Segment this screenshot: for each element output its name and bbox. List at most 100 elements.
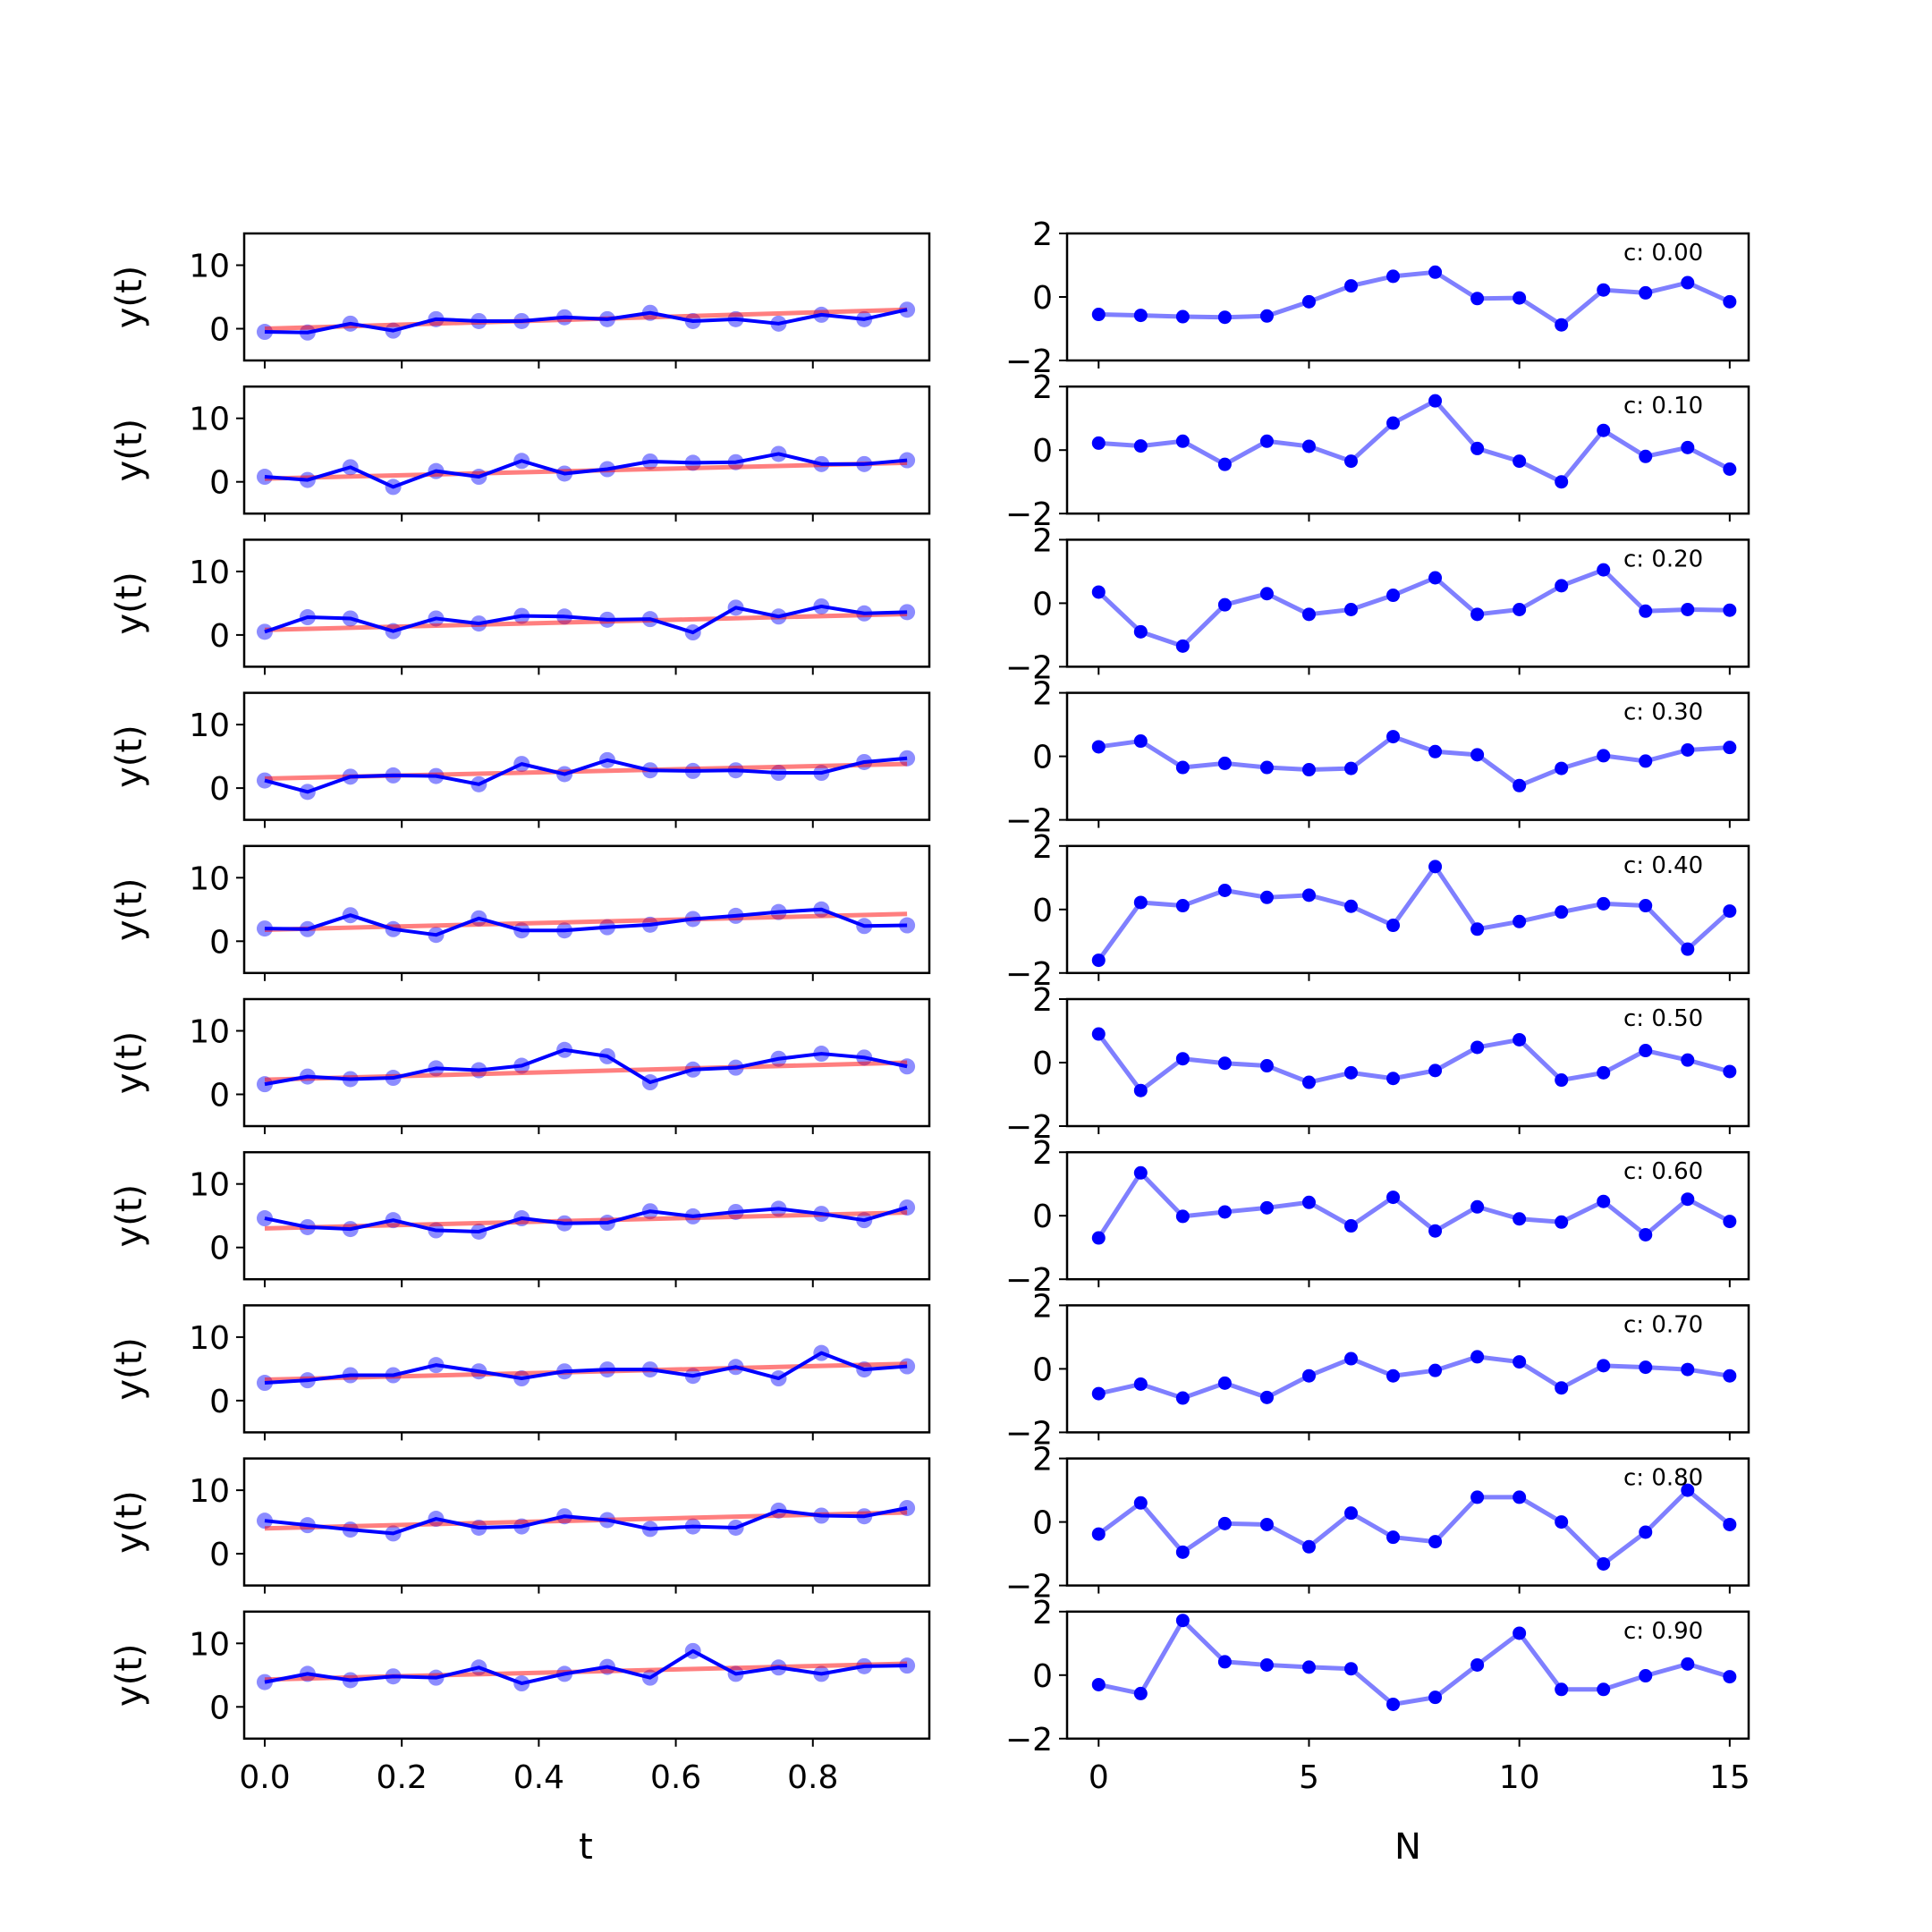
left-ytick-label: 0 — [209, 312, 230, 349]
right-series-point — [1723, 1517, 1737, 1531]
left-observed-line — [264, 1047, 908, 1087]
right-series-point — [1639, 1669, 1653, 1683]
right-series-point — [1681, 1483, 1695, 1497]
left-axes-frame — [242, 1304, 931, 1434]
right-series-point — [1301, 1195, 1316, 1209]
right-series-point — [1386, 416, 1401, 430]
right-ytick-label: 0 — [1032, 1505, 1053, 1542]
right-series-point — [1386, 1072, 1401, 1086]
right-series-point — [1091, 953, 1106, 968]
left-panel-9: 0 10 0.0 0.2 0.4 0.6 0.8 y(t) — [109, 1610, 931, 1796]
right-plot-area — [1067, 1458, 1749, 1586]
left-ytick-label: 0 — [209, 924, 230, 961]
right-series-point — [1597, 1682, 1611, 1697]
right-panel-5: −2 0 2 c: 0.50 — [1005, 982, 1750, 1146]
right-panel-c-label: c: 0.10 — [1623, 393, 1703, 419]
left-panel-0: 0 10 y(t) — [109, 232, 931, 369]
right-series-point — [1681, 743, 1695, 757]
right-series-point — [1091, 1386, 1106, 1401]
right-series-point — [1723, 603, 1737, 617]
right-series-line — [1097, 1618, 1731, 1707]
left-axes-frame — [242, 997, 931, 1128]
right-ytick-label: 2 — [1032, 829, 1053, 866]
left-ytick-label: 10 — [189, 1626, 230, 1663]
right-series-point — [1217, 597, 1232, 612]
right-series-point — [1386, 1530, 1401, 1545]
right-series-point — [1428, 1690, 1443, 1705]
right-panel-column: −2 0 2 c: 0.00 −2 0 2 c: 0.10 −2 0 2 c: 0.20 −2 0 2 c: … — [1005, 216, 1750, 1796]
left-ytick-label: 10 — [189, 249, 230, 285]
right-series-point — [1386, 1697, 1401, 1711]
right-panel-9: −2 0 2 0 5 10 15 c: 0.90 — [1005, 1595, 1750, 1796]
left-observed-line — [264, 308, 908, 335]
right-series-line — [1097, 1354, 1731, 1401]
right-ytick-label: −2 — [1005, 956, 1053, 993]
left-ytick-label: 10 — [189, 1320, 230, 1357]
right-series-point — [1133, 734, 1148, 749]
right-plot-area — [1067, 1611, 1749, 1739]
left-ylabel: y(t) — [109, 1184, 150, 1248]
right-series-point — [1723, 741, 1737, 755]
right-series-point — [1217, 1205, 1232, 1219]
right-series-point — [1470, 607, 1485, 622]
right-series-point — [1470, 1657, 1485, 1672]
left-axes-frame — [242, 844, 931, 975]
right-ytick-label: 0 — [1032, 1046, 1053, 1082]
right-ytick-label: −2 — [1005, 1722, 1053, 1758]
right-series-point — [1386, 1368, 1401, 1383]
right-ytick-label: 0 — [1032, 433, 1053, 470]
right-series-point — [1723, 1064, 1737, 1079]
right-series-point — [1513, 1626, 1527, 1640]
right-series-point — [1555, 761, 1569, 775]
left-series-group — [256, 1642, 916, 1692]
left-panel-4: 0 10 y(t) — [109, 844, 931, 981]
left-series-group — [256, 445, 916, 496]
right-series-point — [1344, 454, 1358, 469]
right-series-point — [1470, 922, 1485, 936]
right-series-point — [1597, 1556, 1611, 1571]
right-series-point — [1344, 279, 1358, 293]
left-panel-2: 0 10 y(t) — [109, 538, 931, 675]
right-series-point — [1513, 778, 1527, 792]
right-ytick-label: 0 — [1032, 893, 1053, 929]
right-ytick-label: −2 — [1005, 1415, 1053, 1452]
right-series-point — [1301, 439, 1316, 453]
right-series-point — [1723, 462, 1737, 476]
right-series-line — [1097, 1170, 1732, 1240]
right-series-point — [1513, 603, 1527, 616]
right-series-point — [1344, 603, 1358, 616]
left-ytick-label: 0 — [209, 1690, 230, 1726]
left-observed-line — [264, 1506, 908, 1536]
left-panel-5: 0 10 y(t) — [109, 997, 931, 1134]
left-series-group — [256, 301, 916, 341]
left-panel-1: 0 10 y(t) — [109, 385, 931, 522]
right-panel-0: −2 0 2 c: 0.00 — [1005, 216, 1750, 380]
right-series-point — [1681, 603, 1695, 616]
right-ytick-label: −2 — [1005, 803, 1053, 840]
right-ytick-label: −2 — [1005, 649, 1053, 686]
right-series-point — [1175, 639, 1190, 653]
left-ytick-label: 0 — [209, 1384, 230, 1420]
right-series-point — [1133, 895, 1148, 910]
left-ytick-label: 10 — [189, 1167, 230, 1204]
right-series-point — [1723, 1368, 1737, 1383]
right-series-point — [1217, 884, 1232, 897]
right-ytick-label: −2 — [1005, 1569, 1053, 1606]
right-series-point — [1428, 571, 1443, 585]
right-series-point — [1555, 579, 1569, 593]
left-plot-area — [244, 539, 929, 667]
right-series-point — [1259, 760, 1274, 775]
right-panel-c-label: c: 0.40 — [1623, 852, 1703, 879]
right-series-point — [1344, 1506, 1358, 1521]
left-observed-line — [264, 1648, 908, 1686]
left-axes-frame — [242, 385, 931, 515]
right-series-point — [1513, 1355, 1527, 1369]
right-panel-c-label: c: 0.00 — [1623, 240, 1703, 267]
right-series-point — [1217, 1376, 1232, 1390]
right-panel-3: −2 0 2 c: 0.30 — [1005, 676, 1750, 840]
right-series-point — [1681, 1362, 1695, 1377]
right-panel-c-label: c: 0.50 — [1623, 1005, 1703, 1032]
right-ytick-label: 2 — [1032, 1135, 1053, 1172]
right-series-point — [1133, 1686, 1148, 1700]
